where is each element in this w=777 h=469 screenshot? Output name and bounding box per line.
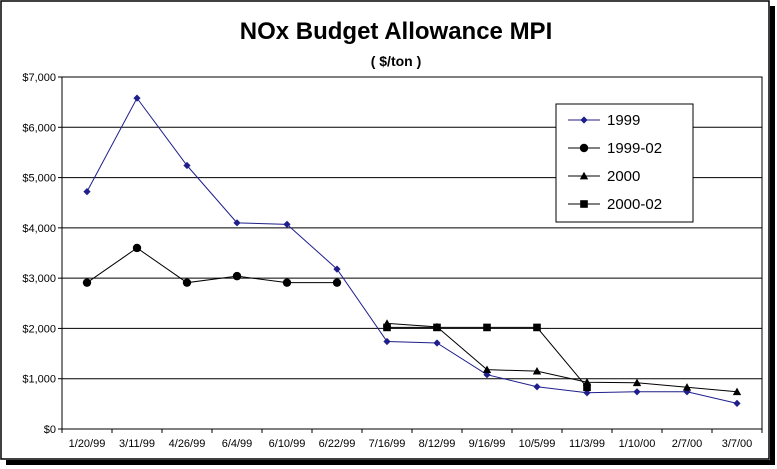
y-tick-label: $2,000 <box>22 323 56 335</box>
x-tick-label: 10/5/99 <box>519 438 556 450</box>
x-tick-label: 1/10/00 <box>619 438 656 450</box>
y-tick-label: $7,000 <box>22 72 56 84</box>
data-point <box>282 278 292 287</box>
legend-label: 2000 <box>607 168 640 185</box>
data-point <box>83 188 91 196</box>
x-tick-label: 11/3/99 <box>569 438 605 450</box>
data-point <box>482 365 492 374</box>
series-line <box>86 97 738 404</box>
border-shadow-right <box>770 6 775 464</box>
data-point <box>532 366 542 375</box>
data-point <box>682 383 692 391</box>
data-point <box>732 387 742 396</box>
data-point <box>533 323 541 332</box>
data-point <box>483 323 491 332</box>
x-tick-label: 2/7/00 <box>672 438 703 450</box>
data-point <box>383 337 391 346</box>
y-tick-label: $1,000 <box>22 374 56 386</box>
x-tick-label: 7/16/99 <box>369 438 406 450</box>
data-point <box>383 323 391 332</box>
data-point <box>283 220 291 228</box>
data-point <box>733 399 741 407</box>
legend-marker <box>579 171 589 180</box>
data-point <box>533 383 541 391</box>
data-point <box>583 389 591 397</box>
data-point <box>232 271 242 281</box>
x-tick-label: 6/22/99 <box>319 438 356 450</box>
chart-subtitle: ( $/ton ) <box>371 53 422 69</box>
x-tick-label: 3/11/99 <box>119 438 155 450</box>
x-tick-label: 1/20/99 <box>69 438 106 450</box>
data-point <box>183 161 191 170</box>
x-tick-label: 6/10/99 <box>269 438 306 450</box>
legend-item: 1999-02 <box>568 140 662 157</box>
data-point <box>132 243 142 253</box>
y-tick-label: $0 <box>44 424 56 436</box>
data-point <box>583 383 591 392</box>
legend: 1999 1999-02 2000 2000-02 <box>555 103 694 223</box>
data-point <box>333 265 341 273</box>
chart-title: NOx Budget Allowance MPI <box>240 18 552 45</box>
border-shadow-bottom <box>6 460 775 465</box>
data-point <box>332 278 342 287</box>
legend-label: 2000-02 <box>607 196 662 213</box>
legend-marker <box>580 200 588 208</box>
series-line <box>386 322 738 393</box>
x-tick-label: 8/12/99 <box>419 438 456 450</box>
data-point <box>433 339 441 347</box>
data-point <box>433 323 441 332</box>
series-1999-02 <box>82 243 342 287</box>
y-tick-label: $6,000 <box>22 122 56 134</box>
legend-item: 2000-02 <box>568 196 662 213</box>
y-tick-label: $3,000 <box>22 273 56 285</box>
data-point <box>632 378 642 387</box>
data-point <box>133 94 141 102</box>
legend-label: 1999-02 <box>607 140 662 157</box>
series-2000-02 <box>383 323 591 392</box>
legend-label: 1999 <box>607 112 640 129</box>
series-line <box>86 247 337 284</box>
legend-marker <box>580 116 588 124</box>
data-point <box>182 278 192 287</box>
legend-marker <box>579 143 589 153</box>
x-tick-label: 3/7/00 <box>722 438 753 450</box>
data-point <box>82 278 92 287</box>
x-tick-label: 4/26/99 <box>169 438 206 450</box>
data-point <box>233 219 241 227</box>
x-tick-label: 6/4/99 <box>222 438 253 450</box>
data-point <box>633 388 641 396</box>
legend-item: 2000 <box>568 168 640 185</box>
y-tick-label: $4,000 <box>22 223 56 235</box>
x-tick-label: 9/16/99 <box>469 438 506 450</box>
legend-box <box>555 103 694 223</box>
y-tick-label: $5,000 <box>22 173 56 185</box>
legend-item: 1999 <box>568 112 640 129</box>
